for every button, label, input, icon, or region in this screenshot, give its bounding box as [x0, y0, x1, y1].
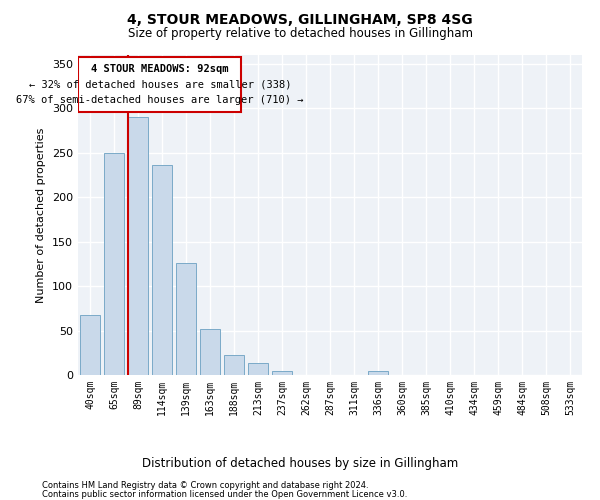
Text: 67% of semi-detached houses are larger (710) →: 67% of semi-detached houses are larger (… [16, 96, 304, 106]
Text: Distribution of detached houses by size in Gillingham: Distribution of detached houses by size … [142, 458, 458, 470]
Bar [272, 372, 292, 375]
Bar [200, 329, 220, 375]
Bar [368, 372, 388, 375]
Bar [128, 117, 148, 375]
Bar [248, 362, 268, 375]
Y-axis label: Number of detached properties: Number of detached properties [37, 128, 46, 302]
Bar [80, 316, 100, 375]
Bar [176, 263, 196, 375]
Bar [104, 153, 124, 375]
FancyBboxPatch shape [79, 57, 241, 112]
Bar [152, 165, 172, 375]
Text: Contains public sector information licensed under the Open Government Licence v3: Contains public sector information licen… [42, 490, 407, 499]
Text: Contains HM Land Registry data © Crown copyright and database right 2024.: Contains HM Land Registry data © Crown c… [42, 481, 368, 490]
Text: 4, STOUR MEADOWS, GILLINGHAM, SP8 4SG: 4, STOUR MEADOWS, GILLINGHAM, SP8 4SG [127, 12, 473, 26]
Text: 4 STOUR MEADOWS: 92sqm: 4 STOUR MEADOWS: 92sqm [91, 64, 229, 74]
Bar [224, 356, 244, 375]
Text: ← 32% of detached houses are smaller (338): ← 32% of detached houses are smaller (33… [29, 80, 291, 90]
Text: Size of property relative to detached houses in Gillingham: Size of property relative to detached ho… [128, 28, 473, 40]
